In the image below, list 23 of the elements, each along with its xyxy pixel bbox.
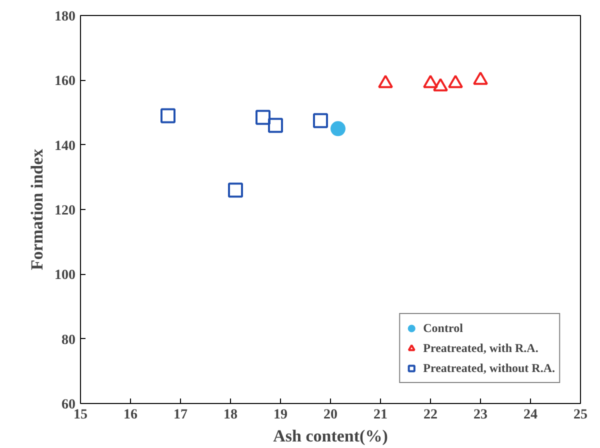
x-tick-label: 20 (324, 408, 338, 422)
x-tick-label: 23 (474, 408, 488, 422)
y-tick-label: 120 (54, 204, 76, 218)
x-tick-label: 19 (274, 408, 288, 422)
y-tick-label: 140 (54, 138, 76, 154)
y-tick-label: 160 (54, 74, 76, 90)
y-tick-label: 180 (54, 10, 76, 24)
x-tick-label: 22 (424, 408, 438, 422)
legend-label: Preatreated, without R.A. (423, 360, 555, 376)
y-tick-label: 60 (62, 398, 76, 412)
legend-label: Control (423, 320, 463, 336)
y-tick-label: 80 (62, 332, 76, 348)
x-axis-title: Ash content(%) (273, 426, 388, 446)
x-tick-label: 17 (174, 408, 188, 422)
x-tick-label: 15 (74, 408, 88, 422)
x-tick-label: 18 (224, 408, 238, 422)
y-tick-label: 100 (54, 268, 76, 284)
x-tick-label: 16 (124, 408, 138, 422)
x-tick-label: 25 (574, 408, 588, 422)
x-tick-label: 21 (374, 408, 388, 422)
legend-label: Preatreated, with R.A. (423, 340, 538, 356)
y-axis-title: Formation index (28, 148, 46, 270)
x-tick-label: 24 (524, 408, 538, 422)
